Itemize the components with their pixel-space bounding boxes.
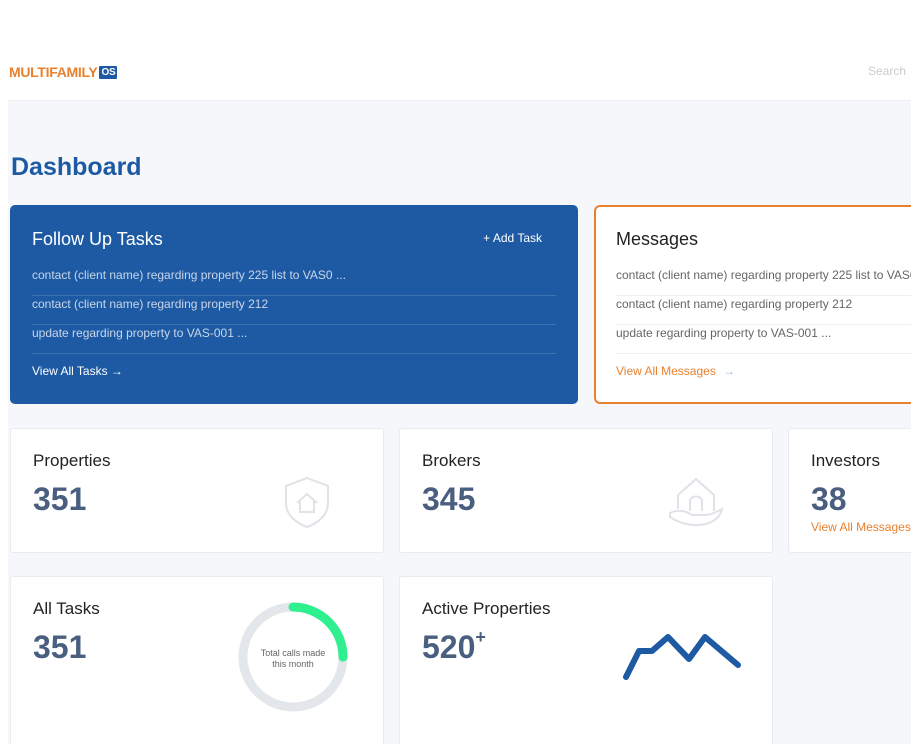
search-input[interactable]: Search — [867, 64, 906, 78]
add-task-button[interactable]: + Add Task — [483, 231, 542, 245]
task-item[interactable]: update regarding property to VAS-001 ... — [32, 325, 556, 354]
donut-progress — [238, 602, 348, 712]
message-item[interactable]: contact (client name) regarding property… — [616, 296, 911, 325]
follow-up-tasks-card: Follow Up Tasks + Add Task contact (clie… — [10, 205, 578, 404]
hand-house-icon — [669, 477, 724, 527]
stat-title: All Tasks — [33, 599, 100, 618]
stat-suffix: + — [475, 627, 486, 647]
task-item[interactable]: contact (client name) regarding property… — [32, 267, 556, 296]
stat-title: Investors — [811, 451, 880, 470]
view-all-tasks-link[interactable]: View All Tasks → — [32, 364, 123, 378]
donut-label: Total calls made this month — [247, 648, 339, 670]
donut-label-line: this month — [272, 659, 314, 669]
page-title: Dashboard — [11, 153, 142, 181]
stat-title: Brokers — [422, 451, 481, 470]
task-item[interactable]: contact (client name) regarding property… — [32, 296, 556, 325]
message-item[interactable]: contact (client name) regarding property… — [616, 267, 911, 296]
logo[interactable]: MULTIFAMILY OS — [9, 64, 118, 80]
view-all-messages-link[interactable]: View All Messages — [811, 520, 911, 534]
top-header: MULTIFAMILY OS Search — [0, 0, 918, 100]
logo-text: MULTIFAMILY — [9, 64, 98, 80]
stat-number: 520 — [422, 629, 476, 665]
arrow-right-icon: → — [723, 364, 736, 378]
properties-card[interactable]: Properties 351 — [10, 428, 384, 553]
stat-value: 520+ — [422, 627, 486, 666]
messages-card: Messages contact (client name) regarding… — [594, 205, 911, 404]
donut-label-line: Total calls made — [260, 648, 326, 658]
message-item[interactable]: update regarding property to VAS-001 ... — [616, 325, 911, 354]
stat-value: 351 — [33, 629, 87, 665]
stat-title: Properties — [33, 451, 111, 470]
view-all-messages-link[interactable]: View All Messages → — [616, 364, 735, 378]
card-title: Follow Up Tasks — [32, 229, 163, 249]
stat-value: 345 — [422, 481, 476, 517]
all-tasks-card[interactable]: All Tasks 351 Total calls made this month — [10, 576, 384, 744]
link-label: View All Messages — [616, 364, 716, 378]
card-title: Messages — [616, 229, 699, 249]
logo-badge: OS — [99, 65, 118, 79]
brokers-card[interactable]: Brokers 345 — [399, 428, 773, 553]
calls-donut-chart — [238, 602, 348, 712]
stat-title: Active Properties — [422, 599, 551, 618]
stat-value: 38 — [811, 481, 847, 517]
sparkline-icon — [623, 634, 741, 680]
active-properties-card[interactable]: Active Properties 520+ — [399, 576, 773, 744]
investors-card[interactable]: Investors 38 View All Messages — [788, 428, 911, 553]
shield-home-icon — [285, 476, 329, 529]
stat-value: 351 — [33, 481, 87, 517]
dashboard-main: Dashboard Follow Up Tasks + Add Task con… — [8, 100, 911, 744]
